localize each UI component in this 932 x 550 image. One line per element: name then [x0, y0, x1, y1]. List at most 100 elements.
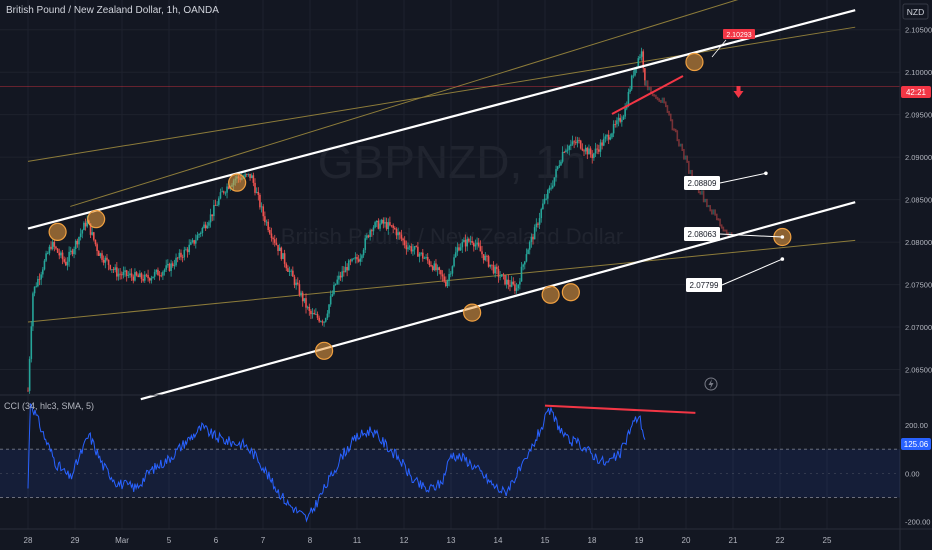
candle-body: [422, 252, 424, 259]
candle-body: [38, 278, 41, 280]
candle-body: [155, 269, 158, 273]
outer-trend-line: [70, 0, 739, 207]
candle-body: [190, 242, 192, 245]
candle-body: [129, 273, 131, 276]
candle-body: [140, 273, 143, 279]
candle-body: [520, 266, 523, 282]
indicator-title[interactable]: CCI (34, hlc3, SMA, 5): [4, 401, 95, 411]
candle-body: [565, 150, 567, 153]
outer-trend-line: [27, 26, 856, 162]
candle-body: [407, 247, 409, 250]
candle-body: [346, 267, 348, 271]
candle-body: [433, 263, 436, 271]
candle-body: [185, 249, 187, 251]
candle-body: [497, 269, 500, 277]
projection-candle: [727, 232, 730, 238]
candle-body: [428, 260, 431, 265]
candle-body: [209, 214, 212, 223]
candle-body: [556, 166, 559, 170]
candle-body: [489, 264, 492, 267]
candle-body: [114, 267, 116, 270]
candle-body: [267, 221, 269, 230]
cci-value-label: 125.06: [904, 440, 929, 449]
cci-line: [27, 402, 646, 523]
candle-body: [58, 252, 61, 256]
candle-body: [464, 239, 467, 247]
candle-body: [573, 141, 575, 143]
outer-trend-line: [27, 239, 856, 323]
candle-body: [509, 284, 511, 287]
candle-body: [99, 253, 102, 256]
time-tick-label: 20: [682, 536, 691, 545]
candle-body: [525, 254, 528, 262]
candle-body: [354, 257, 357, 259]
callout-box: [684, 176, 720, 190]
candle-body: [73, 249, 75, 255]
candle-body: [213, 205, 215, 217]
candle-body: [604, 136, 607, 139]
watermark-symbol: GBPNZD, 1h: [318, 136, 586, 188]
candle-body: [561, 152, 564, 162]
projection-candle: [651, 91, 654, 97]
projection-candle: [673, 128, 675, 131]
chart-title[interactable]: British Pound / New Zealand Dollar, 1h, …: [6, 5, 219, 16]
candle-body: [543, 198, 546, 204]
lightning-icon[interactable]: [704, 377, 718, 391]
candle-body: [285, 263, 288, 269]
projection-candle: [715, 213, 718, 221]
candle-body: [566, 149, 569, 151]
candle-body: [443, 276, 445, 282]
candle-body: [143, 274, 146, 281]
candle-body: [392, 225, 394, 228]
candle-body: [555, 169, 557, 178]
time-tick-label: 15: [541, 536, 550, 545]
projection-candle: [689, 169, 692, 174]
candle-body: [69, 250, 72, 252]
candle-body: [254, 182, 256, 193]
callout-point: [764, 171, 768, 176]
candle-body: [632, 75, 635, 77]
candle-body: [125, 270, 128, 276]
candle-body: [371, 230, 373, 232]
touch-marker: [685, 52, 704, 72]
candle-body: [137, 275, 140, 278]
projection-candle: [655, 94, 657, 99]
candle-body: [589, 148, 592, 155]
candle-body: [463, 239, 465, 243]
candle-body: [440, 270, 442, 275]
candle-body: [374, 222, 376, 228]
time-tick-label: 7: [261, 536, 266, 545]
projection-candle: [681, 143, 684, 151]
axes: 2.10500 2.10000 2.09500 2.09000 2.08500 2.080…: [24, 26, 932, 545]
projection-candle: [691, 169, 693, 181]
currency-label[interactable]: NZD: [902, 3, 929, 20]
candle-body: [224, 192, 227, 194]
candle-body: [560, 161, 562, 166]
price-tag-leader: [711, 39, 727, 58]
candle-body: [530, 236, 533, 243]
callout-leader: [721, 258, 783, 286]
candle-body: [619, 117, 621, 122]
candle-body: [264, 216, 266, 223]
candle-body: [545, 198, 547, 200]
candle-body: [219, 192, 222, 199]
candle-body: [423, 258, 426, 259]
price-tick-label: 2.08000: [905, 238, 932, 247]
candle-body: [117, 273, 120, 277]
candle-body: [316, 314, 319, 318]
candle-body: [331, 294, 334, 297]
candle-body: [395, 229, 398, 236]
candle-body: [30, 326, 33, 359]
candle-body: [397, 232, 399, 236]
candle-body: [250, 175, 253, 179]
candle-body: [486, 255, 488, 257]
candle-body: [481, 251, 483, 255]
candle-body: [194, 240, 197, 244]
callout-leader: [719, 233, 783, 238]
candle-body: [415, 246, 418, 248]
candle-body: [260, 206, 263, 208]
projection-candle: [648, 86, 651, 91]
candle-body: [502, 274, 505, 276]
candle-body: [163, 269, 166, 272]
